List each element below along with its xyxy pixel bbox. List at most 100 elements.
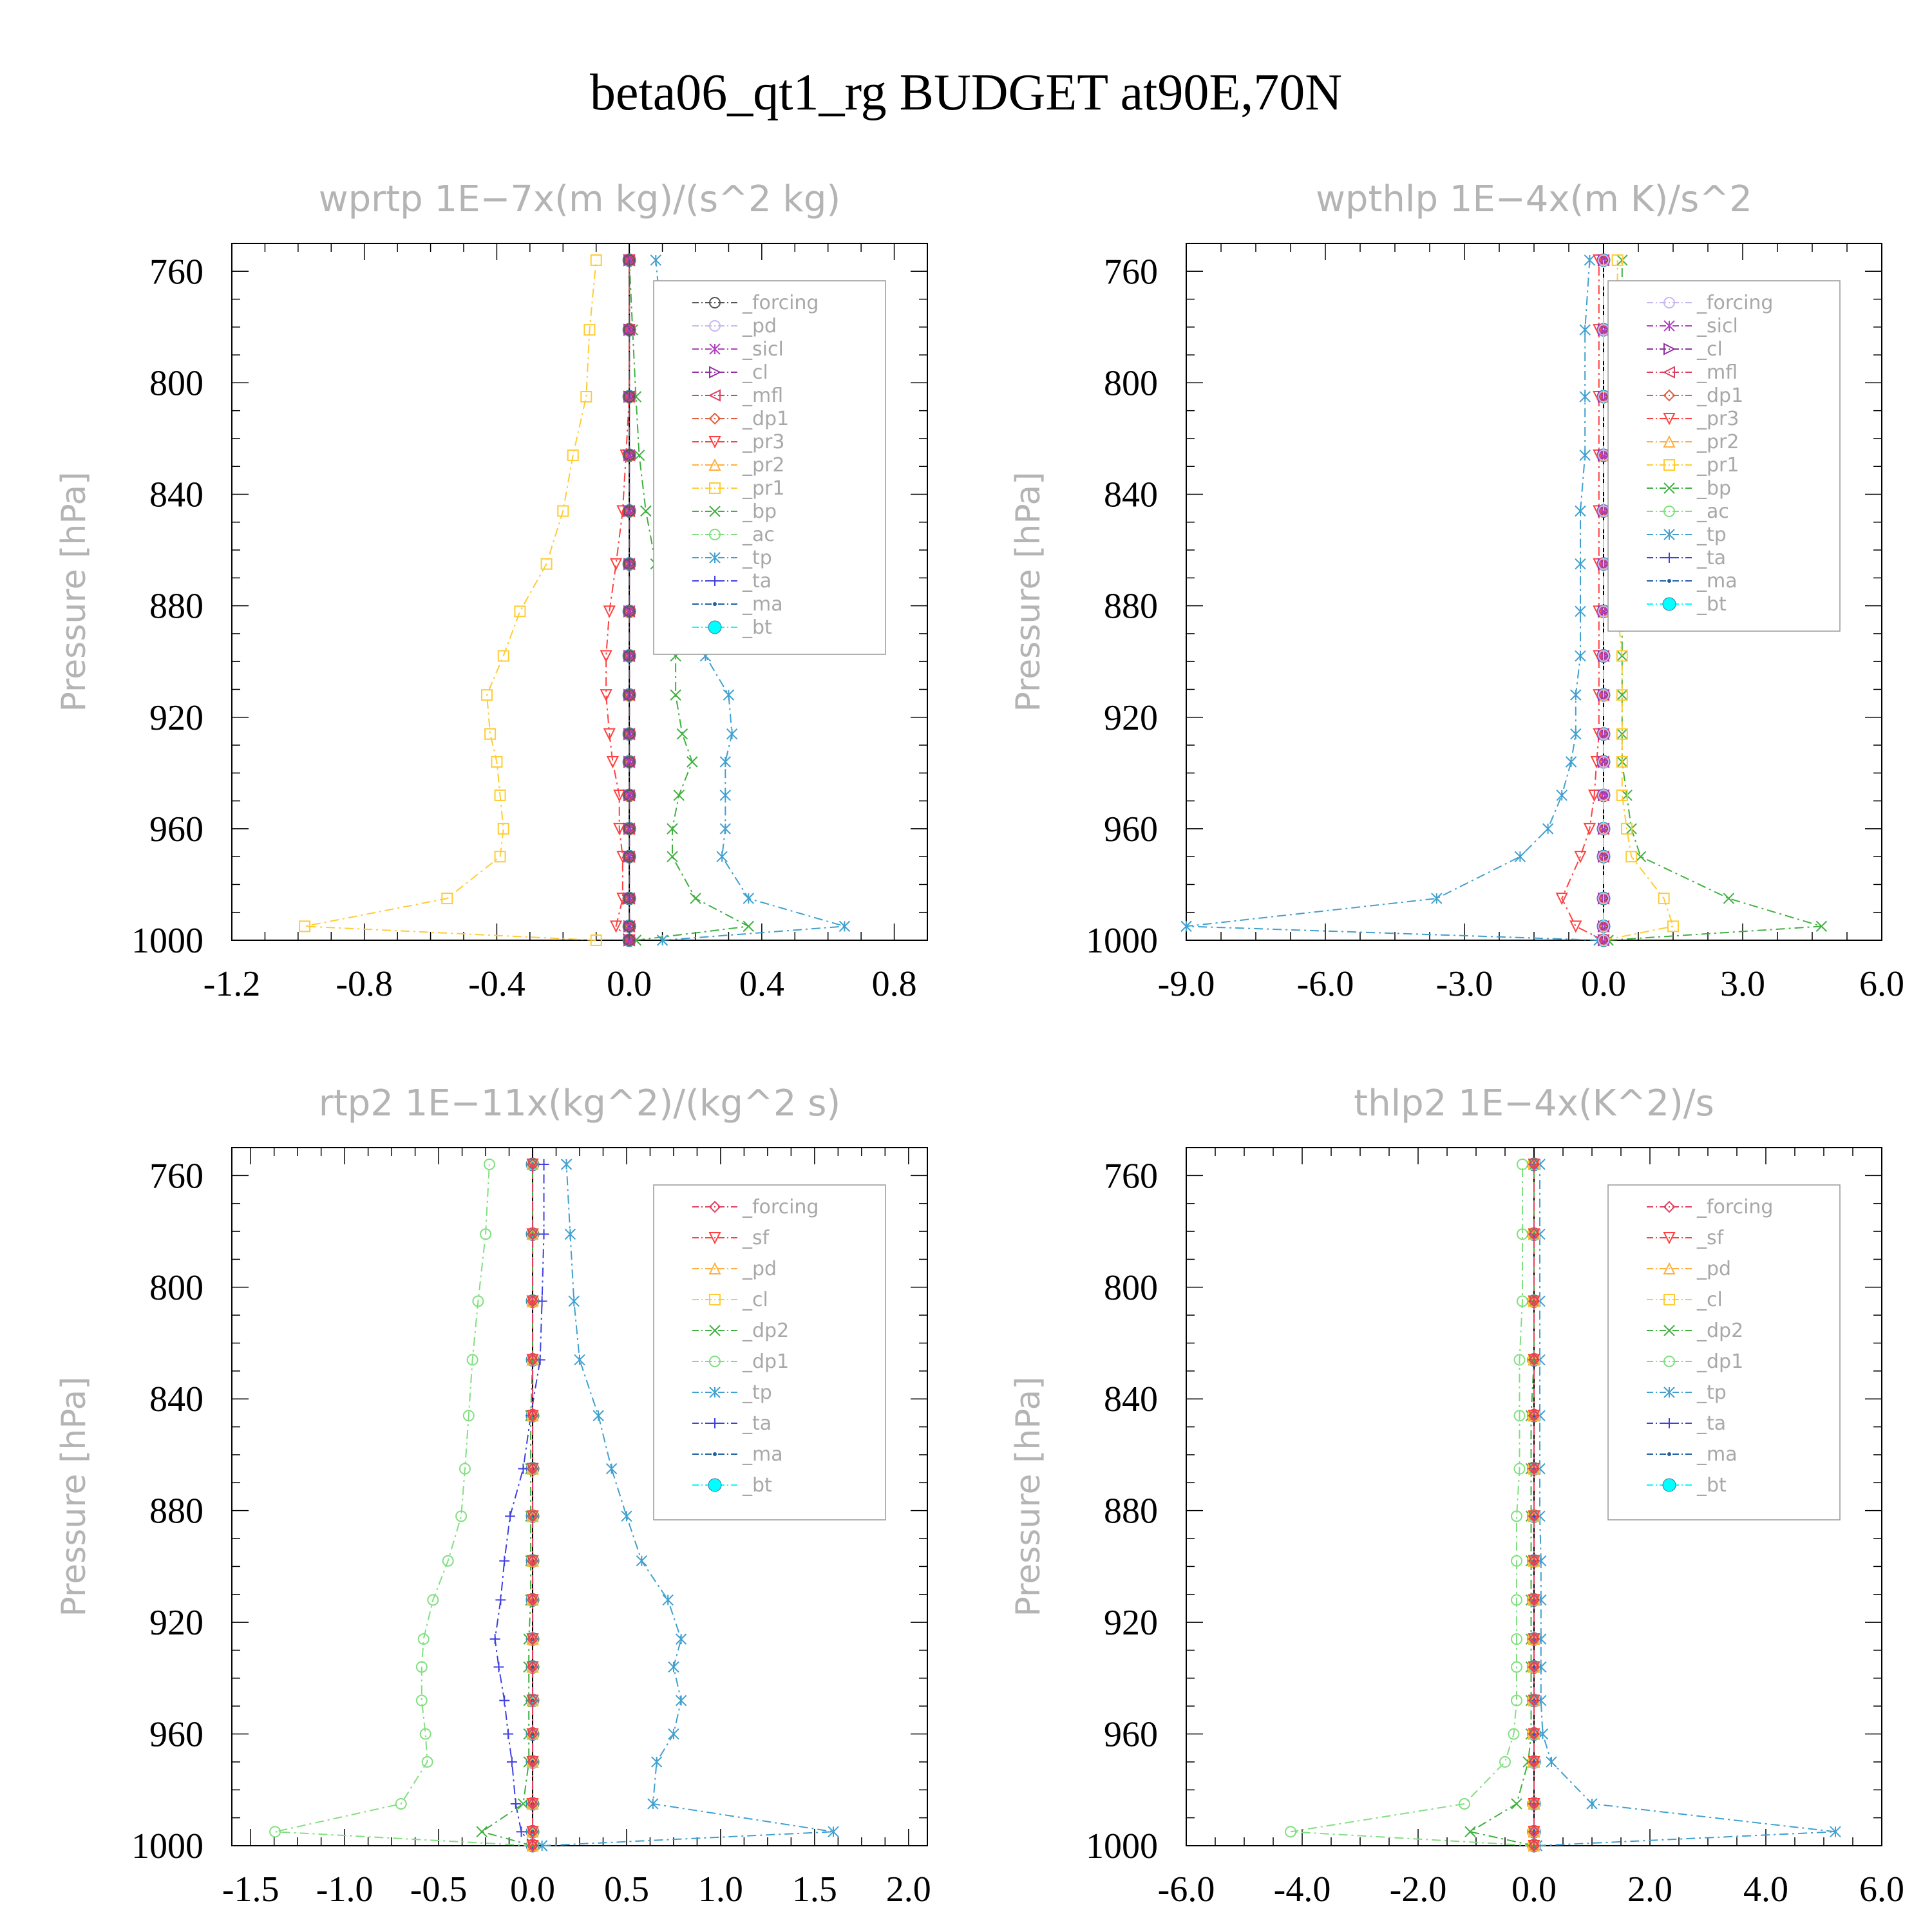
- legend-marker: [713, 602, 717, 606]
- legend-item: _bt: [692, 1474, 772, 1497]
- data-point: [1528, 1409, 1540, 1422]
- legend-item: _cl: [1647, 338, 1723, 361]
- data-point: [526, 1728, 539, 1740]
- data-point: [1499, 1756, 1511, 1768]
- data-point: [493, 1662, 504, 1672]
- legend-marker: [1663, 1356, 1675, 1367]
- legend-marker: [708, 412, 721, 425]
- legend-marker: [708, 436, 721, 449]
- legend-label: _forcing: [742, 1196, 819, 1218]
- data-point: [613, 822, 626, 836]
- data-point: [526, 1594, 539, 1606]
- data-point: [531, 1665, 535, 1669]
- data-point: [1723, 893, 1735, 904]
- legend-label: _sicl: [1696, 315, 1738, 337]
- data-point: [455, 1510, 468, 1522]
- legend-label: _pd: [742, 1258, 777, 1280]
- legend-item: _sf: [1647, 1227, 1725, 1249]
- legend-item: _cl: [1647, 1289, 1723, 1311]
- data-point: [1528, 1555, 1540, 1567]
- y-tick-label: 960: [149, 810, 204, 849]
- legend-marker: [709, 366, 722, 379]
- data-point: [590, 254, 602, 266]
- legend-marker: [1663, 320, 1675, 332]
- legend-marker: [709, 1325, 721, 1336]
- data-point: [1517, 1295, 1528, 1307]
- data-point: [1535, 1555, 1547, 1567]
- legend-label: _dp1: [1696, 384, 1743, 407]
- legend-item: _cl: [692, 361, 768, 384]
- y-tick-label: 880: [149, 1492, 204, 1531]
- legend-marker: [1663, 1387, 1675, 1398]
- x-tick-label: -0.4: [468, 964, 526, 1004]
- data-point: [459, 1463, 471, 1475]
- data-point: [1616, 650, 1628, 662]
- legend-marker: [709, 297, 721, 308]
- legend-label: _pr1: [1696, 454, 1739, 477]
- data-point: [564, 1228, 576, 1240]
- data-point: [623, 851, 636, 863]
- data-point: [670, 689, 681, 701]
- legend-label: _dp1: [742, 1350, 789, 1373]
- series-forcing: [526, 1158, 539, 1852]
- data-point: [603, 605, 616, 618]
- y-tick-label: 800: [149, 363, 204, 403]
- data-point: [540, 558, 553, 570]
- x-tick-label: 0.4: [739, 964, 784, 1004]
- legend-label: _dp1: [1696, 1350, 1743, 1373]
- data-point: [623, 391, 636, 403]
- data-point: [1575, 505, 1586, 517]
- data-point: [1598, 893, 1609, 905]
- series-line: [1608, 260, 1822, 941]
- data-point: [1579, 391, 1591, 402]
- data-point: [605, 1463, 618, 1475]
- data-point: [1815, 920, 1828, 933]
- x-tick-label: -6.0: [1158, 1870, 1215, 1909]
- series-line: [1561, 260, 1604, 941]
- data-point: [623, 254, 636, 266]
- legend-label: _pr3: [742, 431, 784, 453]
- data-point: [526, 1295, 539, 1307]
- legend-item: _pd: [1647, 1258, 1731, 1280]
- data-point: [526, 1825, 539, 1838]
- data-point: [1517, 1159, 1528, 1171]
- legend-item: _mfl: [1647, 361, 1738, 384]
- data-point: [668, 1661, 679, 1673]
- legend-label: _sf: [742, 1227, 770, 1249]
- x-tick-label: -0.5: [410, 1870, 468, 1909]
- data-point: [623, 689, 636, 701]
- y-axis-label: Pressure [hPa]: [1009, 472, 1048, 712]
- data-point: [1598, 689, 1609, 701]
- x-tick-label: 3.0: [1720, 964, 1765, 1004]
- legend-item: _ac: [692, 524, 775, 546]
- data-point: [623, 449, 636, 461]
- legend-label: _ta: [742, 1412, 772, 1435]
- y-tick-label: 1000: [131, 921, 204, 961]
- data-point: [1546, 1756, 1557, 1768]
- data-point: [1528, 1228, 1540, 1240]
- data-point: [1285, 1826, 1296, 1838]
- data-point: [1579, 324, 1591, 336]
- data-point: [1598, 920, 1609, 933]
- data-point: [1616, 689, 1628, 701]
- data-point: [299, 920, 311, 933]
- legend-marker: [1662, 366, 1675, 379]
- data-point: [442, 1555, 454, 1567]
- data-point: [726, 728, 738, 740]
- legend-label: _ta: [1696, 547, 1726, 569]
- legend-item: _pd: [692, 315, 777, 337]
- panel-title: thlp2 1E−4x(K^2)/s: [1354, 1083, 1714, 1124]
- legend-marker: [1663, 1232, 1676, 1245]
- data-point: [1528, 1463, 1540, 1475]
- x-tick-label: 1.5: [792, 1870, 837, 1909]
- data-point: [1598, 851, 1609, 863]
- data-point: [719, 790, 731, 801]
- data-point: [526, 1661, 539, 1673]
- legend-marker: [1663, 297, 1675, 308]
- x-tick-label: -1.0: [316, 1870, 374, 1909]
- data-point: [1575, 558, 1586, 570]
- data-point: [1528, 1295, 1540, 1307]
- legend-item: _ac: [1647, 500, 1729, 523]
- legend-label: _pr2: [742, 454, 784, 477]
- series-tp: [1180, 254, 1605, 946]
